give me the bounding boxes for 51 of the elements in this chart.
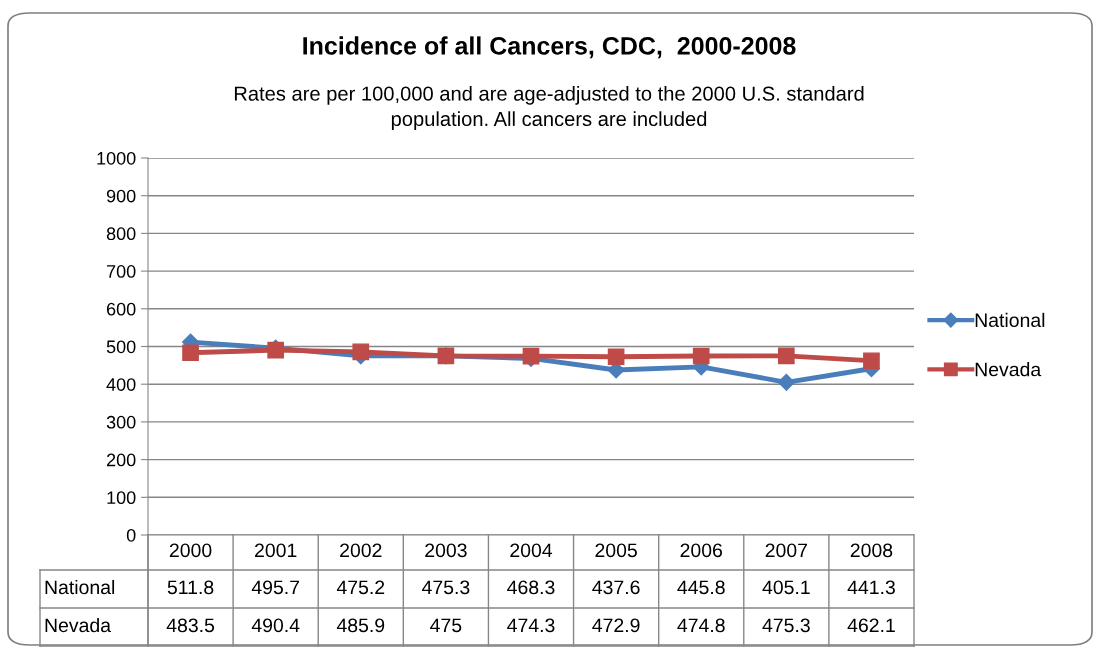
text: 468.3: [507, 580, 555, 595]
point: [692, 347, 710, 365]
y-tick-label: 400: [106, 378, 136, 391]
text: 475.2: [336, 580, 385, 595]
text: 490.4: [251, 618, 300, 633]
text: 475.3: [422, 580, 470, 595]
x-tick-label: 2008: [850, 543, 893, 558]
text: 441.3: [847, 580, 895, 595]
text: 475: [430, 618, 462, 633]
text: 437.6: [592, 580, 640, 595]
text: 485.9: [336, 618, 385, 633]
chart-title: Incidence of all Cancers, CDC, 2000-2008: [303, 36, 796, 59]
text: 474.8: [677, 618, 725, 633]
y-tick-label: 700: [107, 265, 136, 278]
chart-subtitle: Rates are per 100,000 and are age-adjusted to the 2000 U.S. standard population. All cancers are included: [234, 85, 864, 131]
point: [607, 348, 625, 366]
text: 474.3: [507, 618, 555, 633]
text: 483.5: [166, 618, 215, 633]
y-tick-label: 0: [126, 528, 136, 542]
x-tick-label: 2001: [255, 543, 297, 558]
text: 462.1: [847, 618, 895, 633]
y-tick-label: 200: [106, 453, 136, 467]
text: 495.7: [251, 580, 300, 595]
text: National: [45, 579, 115, 595]
x-tick-label: 2002: [340, 543, 382, 558]
legend-label: Nevada: [975, 362, 1042, 377]
y-tick-label: 100: [107, 491, 136, 505]
x-tick-label: 2000: [169, 543, 212, 558]
y-tick-label: 500: [106, 340, 136, 354]
y-tick-label: 600: [106, 302, 136, 316]
x-tick-label: 2006: [680, 543, 722, 558]
x-tick-label: 2007: [765, 543, 807, 558]
point: [182, 344, 199, 362]
y-tick-label: 300: [106, 415, 136, 429]
text: Nevada: [45, 617, 112, 633]
point: [863, 352, 880, 370]
legend-label: National: [975, 312, 1045, 328]
point: [777, 347, 795, 365]
y-tick-label: 800: [106, 227, 136, 241]
y-tick-label: 1000: [97, 151, 136, 165]
point: [777, 373, 795, 391]
text: 475.3: [762, 618, 810, 633]
x-tick-label: 2004: [510, 543, 553, 558]
y-tick-label: 900: [106, 189, 136, 203]
text: 472.9: [592, 618, 640, 633]
text: 445.8: [677, 580, 725, 595]
point: [352, 343, 370, 361]
text: 511.8: [167, 580, 214, 595]
x-tick-label: 2003: [425, 543, 467, 558]
text: 405.1: [762, 580, 810, 595]
x-tick-label: 2005: [595, 543, 637, 558]
